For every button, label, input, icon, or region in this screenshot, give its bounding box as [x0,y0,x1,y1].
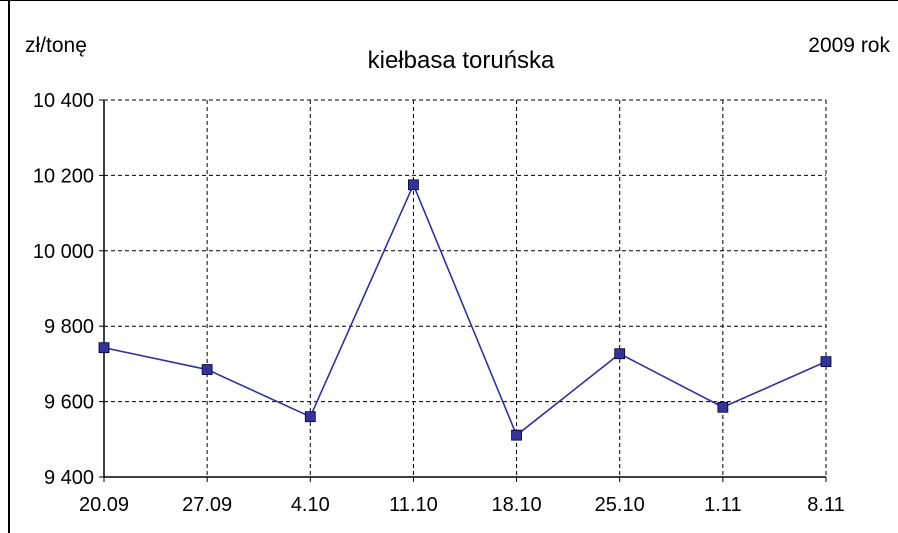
x-tick-label: 18.10 [492,494,542,516]
chart-title: kiełbasa toruńska [368,47,555,74]
y-axis-unit-label: zł/tonę [25,34,87,57]
y-tick-label: 9 400 [44,467,94,489]
data-point-marker [820,356,832,368]
year-label: 2009 rok [808,34,890,57]
x-tick-label: 11.10 [389,494,438,516]
y-tick-label: 9 800 [44,316,94,338]
axis-layer: 9 400 9 600 9 800 10 000 10 200 10 400 20.09 27… [33,90,845,516]
y-tick-label: 10 200 [33,165,94,187]
grid-layer [104,99,827,477]
x-tick-label: 1.11 [704,494,741,516]
y-tick-label: 9 600 [44,392,94,414]
data-point-marker [98,342,110,354]
data-point-marker [304,411,316,423]
data-point-marker [511,429,522,441]
series-layer [98,179,832,441]
data-point-marker [614,348,626,360]
x-tick-label: 8.11 [807,494,844,516]
data-point-marker [408,179,419,191]
data-point-marker [201,364,213,375]
series-line [103,182,827,437]
x-tick-label: 25.10 [595,494,645,516]
y-tick-label: 10 400 [33,90,94,112]
x-tick-label: 27.09 [182,494,232,516]
x-tick-label: 4.10 [291,494,330,516]
y-tick-label: 10 000 [33,241,94,263]
data-point-marker [717,401,729,413]
x-tick-label: 20.09 [79,494,129,516]
